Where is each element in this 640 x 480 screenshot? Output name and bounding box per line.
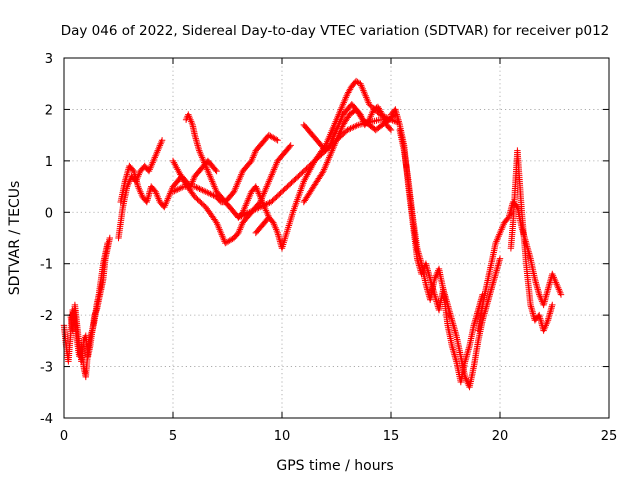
x-tick-label: 20: [492, 429, 509, 444]
series-markers: [115, 137, 166, 242]
series-arc-11: [300, 106, 399, 206]
x-tick-label: 5: [169, 429, 177, 444]
chart-title: Day 046 of 2022, Sidereal Day-to-day VTE…: [61, 23, 610, 39]
y-tick-label: -3: [40, 361, 53, 376]
y-tick-label: -1: [40, 258, 53, 273]
x-tick-label: 15: [383, 429, 400, 444]
x-axis-title: GPS time / hours: [276, 458, 393, 474]
y-tick-label: 3: [45, 52, 53, 67]
y-tick-labels: -4 -3 -2 -1 0 1 2 3: [40, 52, 53, 427]
x-tick-labels: 0 5 10 15 20 25: [60, 429, 617, 444]
y-tick-label: -2: [40, 309, 53, 324]
data-layer: [60, 77, 565, 391]
y-tick-label: 1: [45, 155, 53, 170]
plot-frame: [63, 57, 610, 419]
y-axis-title: SDTVAR / TECUs: [7, 181, 23, 296]
x-tick-label: 25: [601, 429, 618, 444]
x-tick-label: 0: [60, 429, 68, 444]
series-arc-4: [115, 137, 166, 242]
series-markers: [507, 147, 556, 334]
y-tick-label: 0: [45, 206, 53, 221]
series-arc-2: [67, 239, 111, 365]
series-arc-13: [396, 126, 486, 386]
series-markers: [235, 77, 395, 221]
series-arc-15: [507, 147, 556, 334]
series-markers: [300, 106, 399, 206]
series-markers: [67, 239, 111, 365]
tick-marks: [63, 57, 610, 419]
series-arc-9: [235, 77, 395, 221]
x-tick-label: 10: [274, 429, 291, 444]
y-tick-label: 2: [45, 103, 53, 118]
y-tick-label: -4: [40, 412, 53, 427]
series-markers: [396, 126, 486, 386]
